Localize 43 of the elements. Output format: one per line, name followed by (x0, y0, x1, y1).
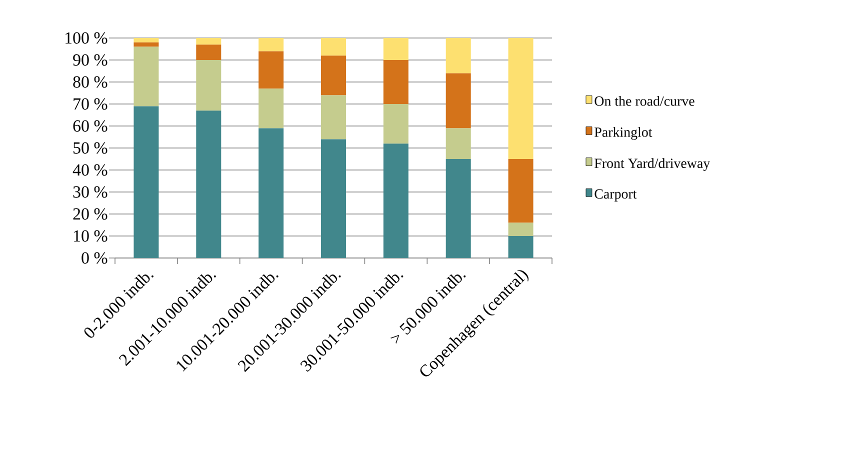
bar (508, 38, 534, 159)
bar (196, 110, 222, 258)
bar (134, 46, 159, 106)
y-tick-label: 60 % (73, 120, 108, 132)
bar (321, 38, 346, 56)
bar (508, 236, 534, 258)
bar (321, 139, 346, 258)
bar (196, 38, 222, 45)
bar (321, 95, 346, 140)
legend-label: Carport (594, 189, 637, 202)
y-tick-label: 20 % (73, 208, 108, 220)
bar (446, 128, 471, 159)
bar (383, 38, 408, 60)
bar (446, 159, 471, 258)
bar (196, 44, 222, 60)
y-tick-label: 50 % (74, 142, 108, 154)
legend-label: On the road/curve (594, 96, 694, 106)
bar (258, 38, 284, 52)
bar (134, 38, 159, 42)
y-tick-label: 30 % (73, 186, 108, 198)
legend-label: Parkinglot (594, 127, 652, 140)
y-tick-label: 10 % (74, 230, 108, 242)
bar (321, 56, 346, 96)
y-tick-label: 40 % (72, 164, 108, 176)
bar (508, 159, 534, 223)
bar (258, 51, 284, 89)
y-tick-label: 80 % (73, 76, 108, 88)
bar (446, 38, 471, 74)
bar (258, 128, 284, 258)
bar (258, 88, 284, 128)
bar (383, 60, 408, 104)
bar (383, 104, 408, 144)
bar (446, 73, 471, 128)
bar (508, 222, 534, 236)
y-tick-label: 100 % (66, 32, 108, 44)
legend-label: Front Yard/driveway (594, 158, 710, 171)
bar (196, 60, 222, 111)
y-tick-label: 90 % (73, 54, 108, 66)
y-tick-label: 0 % (82, 252, 108, 264)
bar (134, 106, 159, 258)
y-tick-label: 70 % (74, 98, 108, 110)
bar (134, 42, 159, 47)
bar (383, 144, 408, 258)
